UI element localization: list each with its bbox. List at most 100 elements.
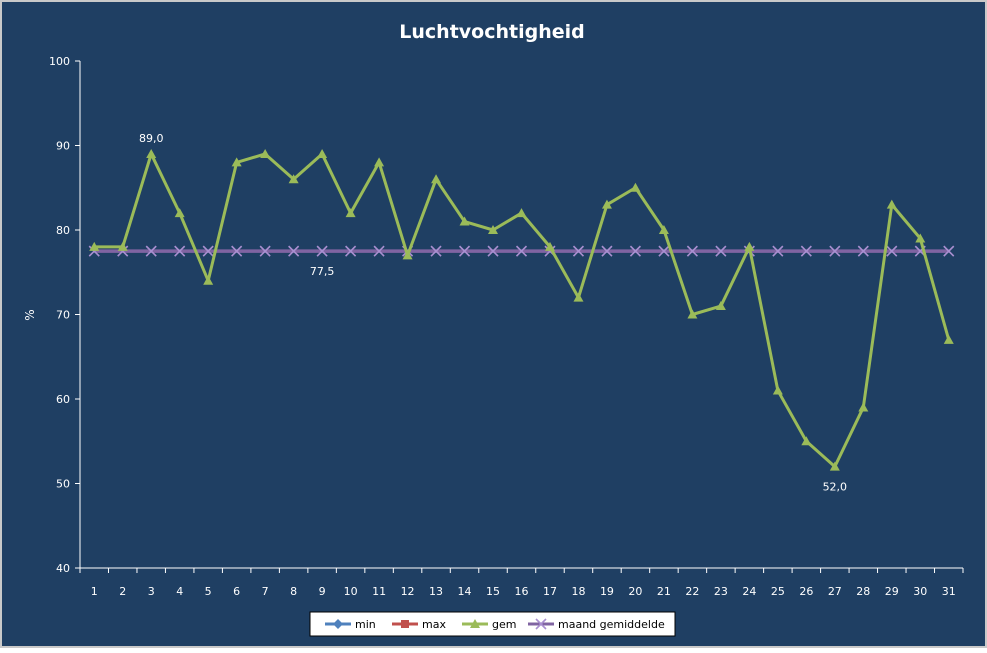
x-tick-label: 19: [600, 585, 614, 598]
x-tick-label: 31: [942, 585, 956, 598]
data-point-gem: [801, 436, 812, 446]
data-point-gem: [260, 148, 271, 158]
x-tick-label: 20: [628, 585, 642, 598]
x-tick-label: 11: [372, 585, 386, 598]
x-tick-label: 16: [515, 585, 529, 598]
data-point-maand-gemiddelde: [715, 245, 727, 257]
data-point-maand-gemiddelde: [202, 245, 214, 257]
x-tick-label: 9: [319, 585, 326, 598]
x-tick-label: 17: [543, 585, 557, 598]
data-point-maand-gemiddelde: [857, 245, 869, 257]
legend-marker-maand-gemiddelde: [535, 618, 547, 630]
data-point-gem: [630, 182, 641, 192]
y-tick-label: 60: [56, 393, 70, 406]
data-point-gem: [146, 148, 157, 158]
data-point-gem: [886, 199, 897, 209]
data-label: 52,0: [823, 481, 848, 494]
data-point-gem: [573, 292, 584, 302]
legend-label-max: max: [422, 618, 446, 631]
x-tick-label: 26: [799, 585, 813, 598]
data-point-maand-gemiddelde: [772, 245, 784, 257]
y-tick-label: 50: [56, 478, 70, 491]
x-tick-label: 27: [828, 585, 842, 598]
x-tick-label: 2: [119, 585, 126, 598]
data-point-maand-gemiddelde: [658, 245, 670, 257]
x-tick-label: 30: [913, 585, 927, 598]
data-point-maand-gemiddelde: [430, 245, 442, 257]
x-tick-label: 25: [771, 585, 785, 598]
x-tick-label: 6: [233, 585, 240, 598]
y-tick-label: 70: [56, 309, 70, 322]
data-point-gem: [687, 309, 698, 319]
legend-label-maand-gemiddelde: maand gemiddelde: [558, 618, 665, 631]
data-point-maand-gemiddelde: [629, 245, 642, 257]
data-point-gem: [174, 208, 185, 218]
x-tick-label: 22: [685, 585, 699, 598]
data-point-gem: [715, 301, 726, 311]
data-point-gem: [744, 241, 755, 251]
data-point-gem: [459, 216, 470, 226]
y-tick-label: 90: [56, 140, 70, 153]
legend-marker-max: [401, 620, 409, 628]
y-tick-label: 40: [56, 562, 70, 575]
data-point-gem: [601, 199, 612, 209]
x-tick-label: 4: [176, 585, 183, 598]
y-axis-label: %: [23, 309, 37, 320]
data-point-maand-gemiddelde: [174, 245, 186, 257]
x-tick-label: 5: [205, 585, 212, 598]
data-point-maand-gemiddelde: [345, 245, 357, 257]
data-point-gem: [374, 157, 385, 167]
data-point-maand-gemiddelde: [572, 245, 585, 257]
x-tick-label: 7: [262, 585, 269, 598]
x-tick-label: 14: [458, 585, 472, 598]
data-point-gem: [345, 208, 356, 218]
data-point-maand-gemiddelde: [487, 245, 499, 257]
data-point-gem: [915, 233, 926, 243]
data-point-maand-gemiddelde: [829, 245, 841, 257]
legend-marker-gem: [470, 619, 480, 628]
legend-label-gem: gem: [492, 618, 516, 631]
x-tick-label: 1: [91, 585, 98, 598]
data-label: 89,0: [139, 132, 164, 145]
data-point-maand-gemiddelde: [288, 245, 300, 257]
data-point-maand-gemiddelde: [145, 245, 157, 257]
data-point-maand-gemiddelde: [886, 245, 898, 257]
x-tick-label: 15: [486, 585, 500, 598]
x-tick-label: 8: [290, 585, 297, 598]
y-tick-label: 80: [56, 224, 70, 237]
chart-title: Luchtvochtigheid: [399, 21, 584, 43]
data-point-gem: [544, 241, 555, 251]
data-point-gem: [829, 461, 840, 471]
legend-marker-min: [333, 619, 343, 629]
x-tick-label: 21: [657, 585, 671, 598]
y-tick-label: 100: [49, 55, 70, 68]
data-point-maand-gemiddelde: [686, 245, 698, 257]
data-point-gem: [658, 225, 669, 234]
data-point-maand-gemiddelde: [316, 245, 328, 257]
data-point-gem: [402, 250, 413, 260]
data-label: 77,5: [310, 265, 335, 278]
data-point-gem: [516, 208, 527, 218]
x-tick-label: 24: [742, 585, 756, 598]
data-point-maand-gemiddelde: [458, 245, 471, 257]
x-tick-label: 18: [571, 585, 585, 598]
data-point-gem: [117, 241, 128, 251]
data-point-gem: [288, 174, 299, 184]
data-point-gem: [231, 157, 242, 167]
x-tick-label: 13: [429, 585, 443, 598]
data-point-maand-gemiddelde: [231, 245, 243, 257]
data-point-gem: [89, 241, 100, 251]
x-tick-label: 23: [714, 585, 728, 598]
data-point-gem: [943, 334, 954, 344]
data-point-gem: [858, 402, 869, 412]
x-tick-label: 29: [885, 585, 899, 598]
data-point-gem: [317, 148, 328, 158]
legend: min max gem maand gemiddelde: [309, 611, 676, 637]
x-tick-label: 10: [344, 585, 358, 598]
legend-label-min: min: [355, 618, 376, 631]
data-point-maand-gemiddelde: [800, 245, 812, 257]
